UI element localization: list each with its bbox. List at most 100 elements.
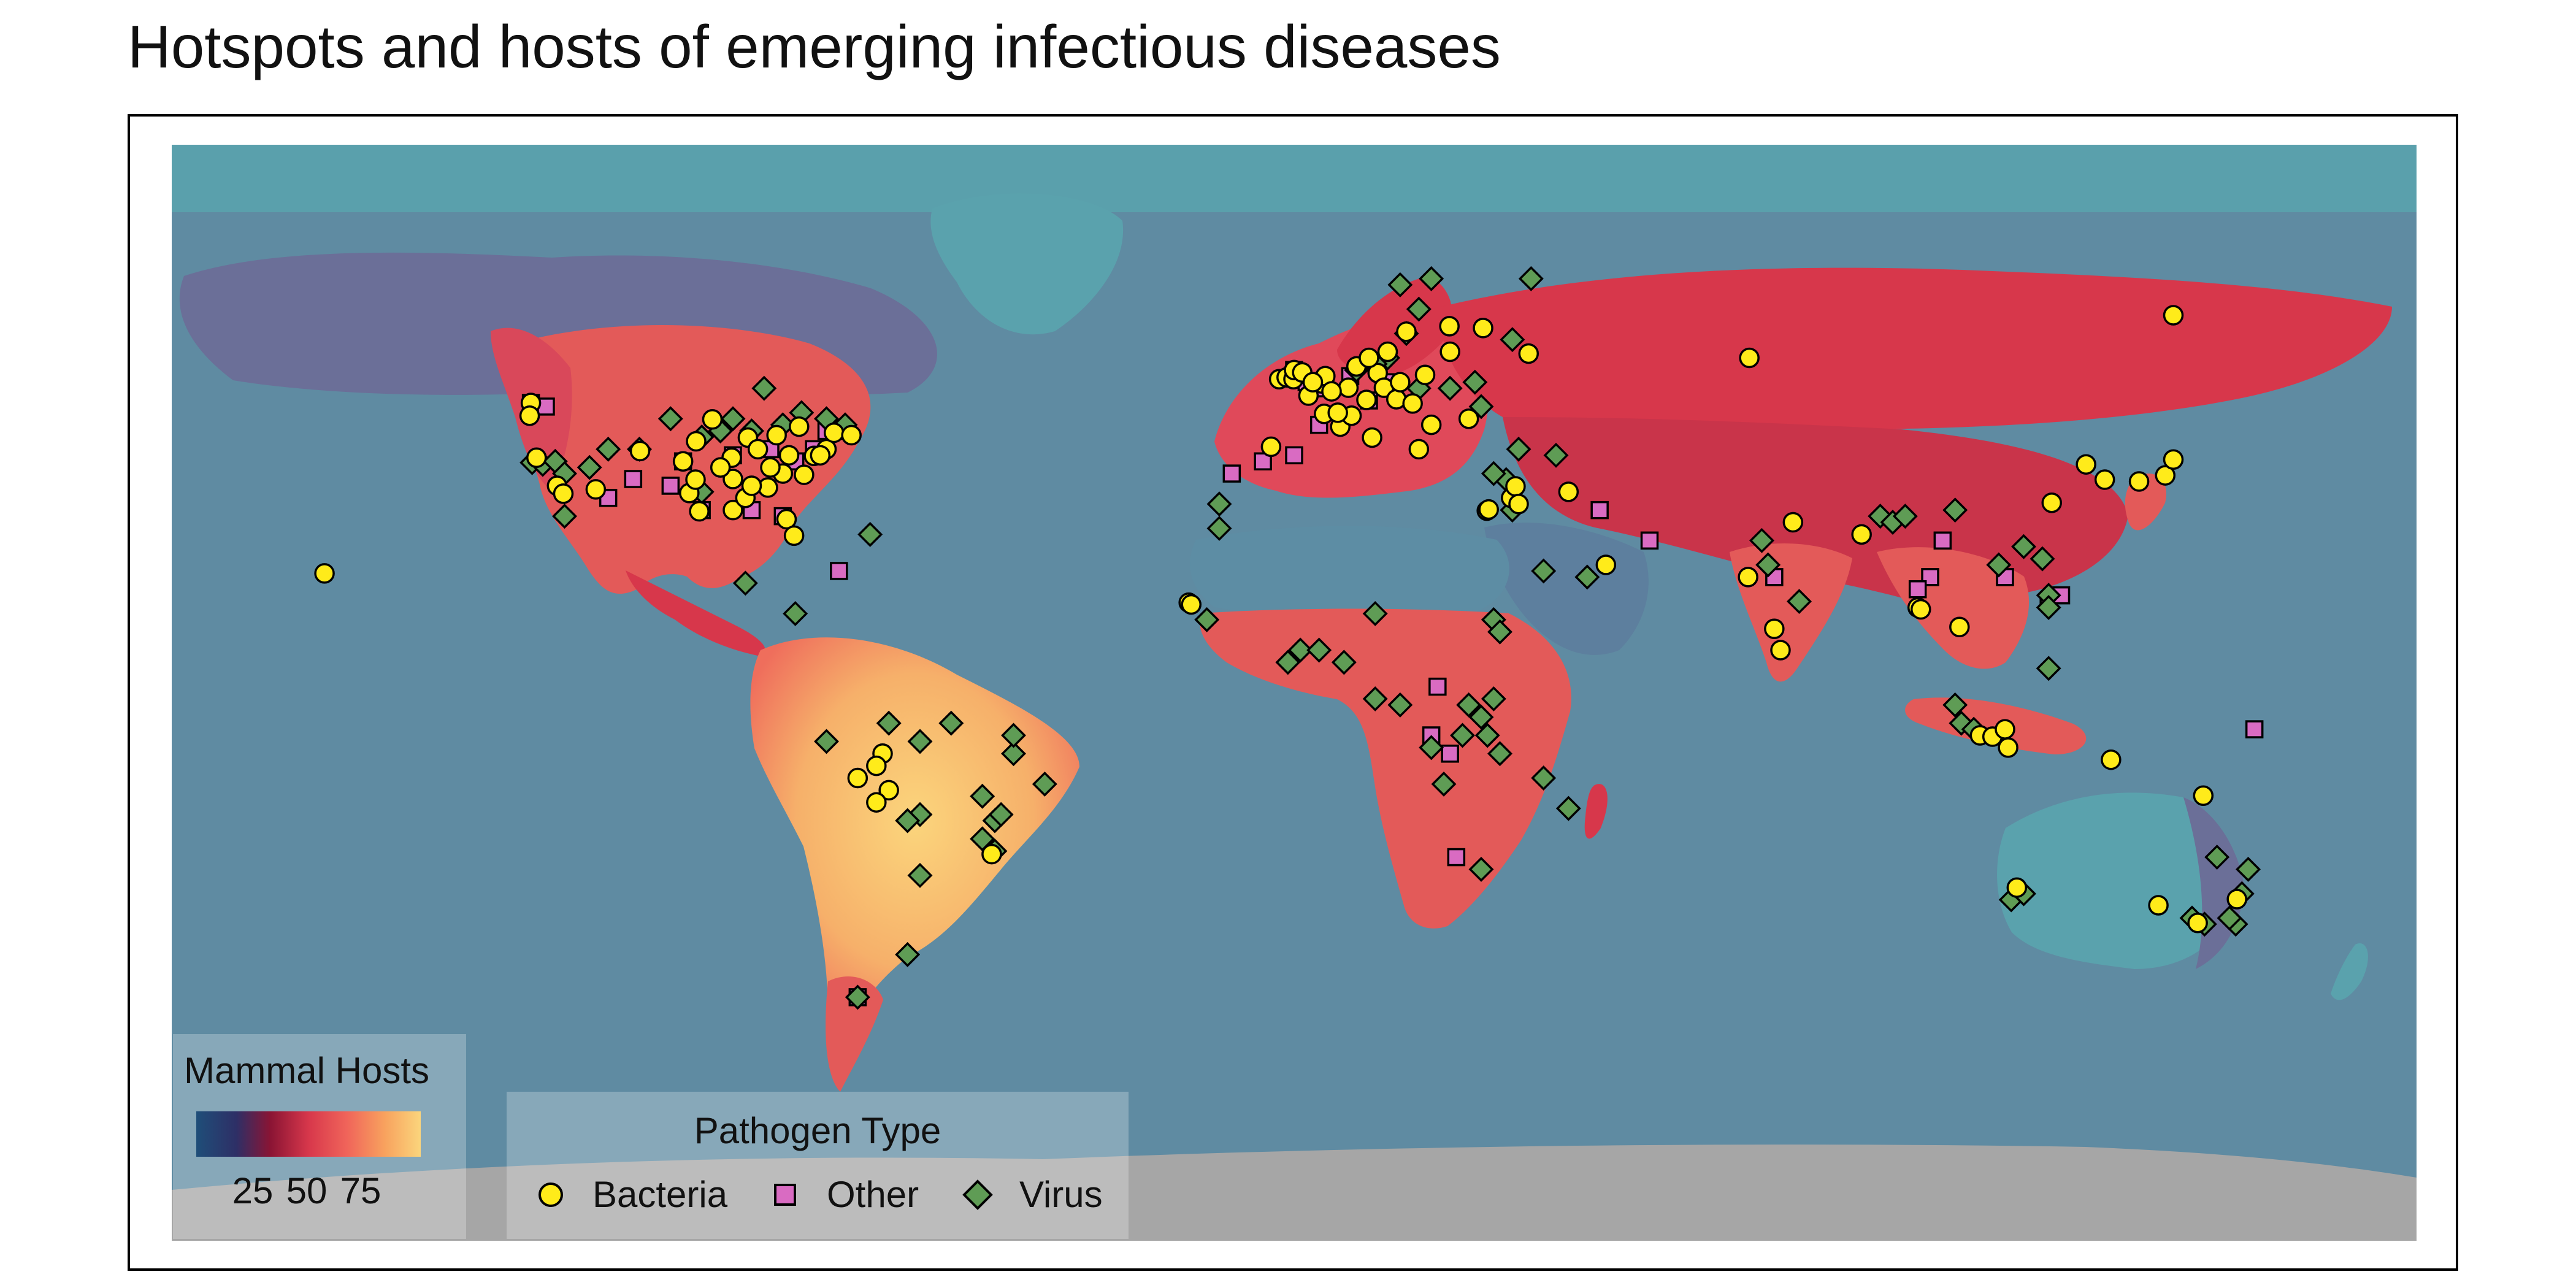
virus-point	[1942, 692, 1968, 718]
virus-point	[2217, 905, 2242, 931]
bacteria-point	[1995, 719, 2015, 740]
virus-point	[1194, 607, 1220, 632]
legend-other-symbol	[774, 1184, 796, 1206]
virus-point	[1419, 735, 1444, 761]
bacteria-point	[686, 431, 707, 452]
virus-point	[1362, 686, 1388, 711]
virus-point	[1287, 637, 1313, 663]
virus-point	[1001, 741, 1026, 767]
bacteria-point	[2155, 465, 2176, 486]
bacteria-point	[1362, 427, 1382, 448]
virus-point	[1387, 272, 1413, 297]
arctic-band	[172, 145, 2417, 212]
mammal-hosts-legend-title: Mammal Hosts	[184, 1050, 429, 1091]
bacteria-point	[1764, 618, 1785, 640]
virus-point	[1892, 504, 1918, 529]
map-title: Hotspots and hosts of emerging infectiou…	[128, 13, 1501, 80]
bacteria-point	[1377, 341, 1398, 362]
virus-point	[845, 984, 870, 1010]
bacteria-point	[702, 408, 723, 430]
virus-point	[1387, 692, 1413, 718]
legend-virus-symbol	[962, 1179, 993, 1210]
bacteria-point	[1851, 524, 1872, 545]
virus-point	[2036, 595, 2061, 620]
bacteria-point	[1260, 436, 1282, 458]
virus-point	[552, 504, 577, 529]
virus-point	[1406, 296, 1432, 322]
bacteria-point	[1439, 341, 1460, 362]
africa	[1200, 608, 1571, 929]
virus-point	[1474, 723, 1500, 748]
australia	[1997, 792, 2240, 969]
virus-point	[1275, 650, 1301, 675]
virus-point	[1437, 375, 1463, 401]
bacteria-point	[866, 755, 887, 776]
virus-point	[907, 802, 933, 827]
other-point	[1254, 452, 1272, 470]
other-point	[2245, 720, 2264, 738]
virus-point	[1456, 692, 1482, 718]
virus-point	[988, 802, 1014, 827]
bacteria-point	[776, 508, 797, 530]
bacteria-point	[1302, 372, 1324, 393]
virus-point	[1462, 369, 1488, 395]
bacteria-point	[1181, 594, 1202, 615]
virus-point	[907, 862, 933, 888]
new-zealand	[2331, 943, 2368, 1000]
bacteria-point	[766, 424, 787, 446]
sahara	[1190, 526, 1509, 618]
pathogen-type-legend-background	[507, 1092, 1129, 1239]
bacteria-point	[1770, 640, 1791, 661]
bacteria-point	[1321, 381, 1342, 402]
bacteria-point	[2041, 493, 2062, 513]
virus-point	[751, 375, 777, 401]
legend-bacteria-label: Bacteria	[592, 1174, 728, 1215]
virus-point	[1986, 552, 2012, 578]
bacteria-point	[1396, 321, 1417, 342]
bacteria-point	[1439, 316, 1460, 337]
bacteria-point	[2226, 889, 2247, 910]
virus-point	[1543, 442, 1569, 468]
bacteria-point	[1327, 402, 1348, 423]
other-point	[1428, 677, 1447, 696]
virus-point	[938, 710, 964, 736]
bacteria-point	[847, 767, 868, 789]
bacteria-point	[585, 479, 607, 500]
bacteria-point	[1402, 393, 1423, 414]
patagonia	[826, 976, 883, 1092]
bacteria-point	[1518, 343, 1539, 364]
virus-point	[657, 406, 683, 432]
bacteria-point	[2163, 305, 2184, 326]
bacteria-point	[810, 445, 831, 466]
virus-point	[1468, 704, 1494, 730]
bacteria-point	[723, 499, 743, 521]
pathogen-type-legend-title: Pathogen Type	[694, 1110, 941, 1151]
bacteria-point	[866, 792, 887, 813]
bacteria-point	[1414, 364, 1436, 386]
bacteria-point	[981, 843, 1002, 865]
bacteria-point	[1359, 347, 1379, 369]
legend-other-label: Other	[827, 1174, 919, 1215]
bacteria-point	[685, 469, 706, 490]
bacteria-point	[1738, 567, 1758, 588]
bacteria-point	[760, 457, 781, 478]
other-point	[1285, 446, 1303, 465]
virus-point	[1306, 637, 1332, 663]
other-point	[1640, 531, 1659, 550]
greenland	[930, 193, 1124, 335]
bacteria-point	[2163, 449, 2184, 470]
bacteria-point	[1998, 737, 2018, 758]
bacteria-point	[778, 445, 800, 466]
bacteria-point	[1338, 377, 1359, 398]
bacteria-point	[1782, 512, 1804, 533]
virus-point	[1468, 856, 1494, 882]
virus-point	[1487, 741, 1512, 767]
bacteria-point	[723, 469, 743, 489]
mammal-hosts-colorbar	[196, 1111, 421, 1157]
virus-point	[1487, 619, 1512, 645]
other-point	[1309, 415, 1328, 434]
other-point	[537, 397, 555, 416]
virus-point	[2236, 856, 2261, 882]
bacteria-point	[1458, 408, 1479, 429]
bacteria-point	[314, 563, 335, 584]
